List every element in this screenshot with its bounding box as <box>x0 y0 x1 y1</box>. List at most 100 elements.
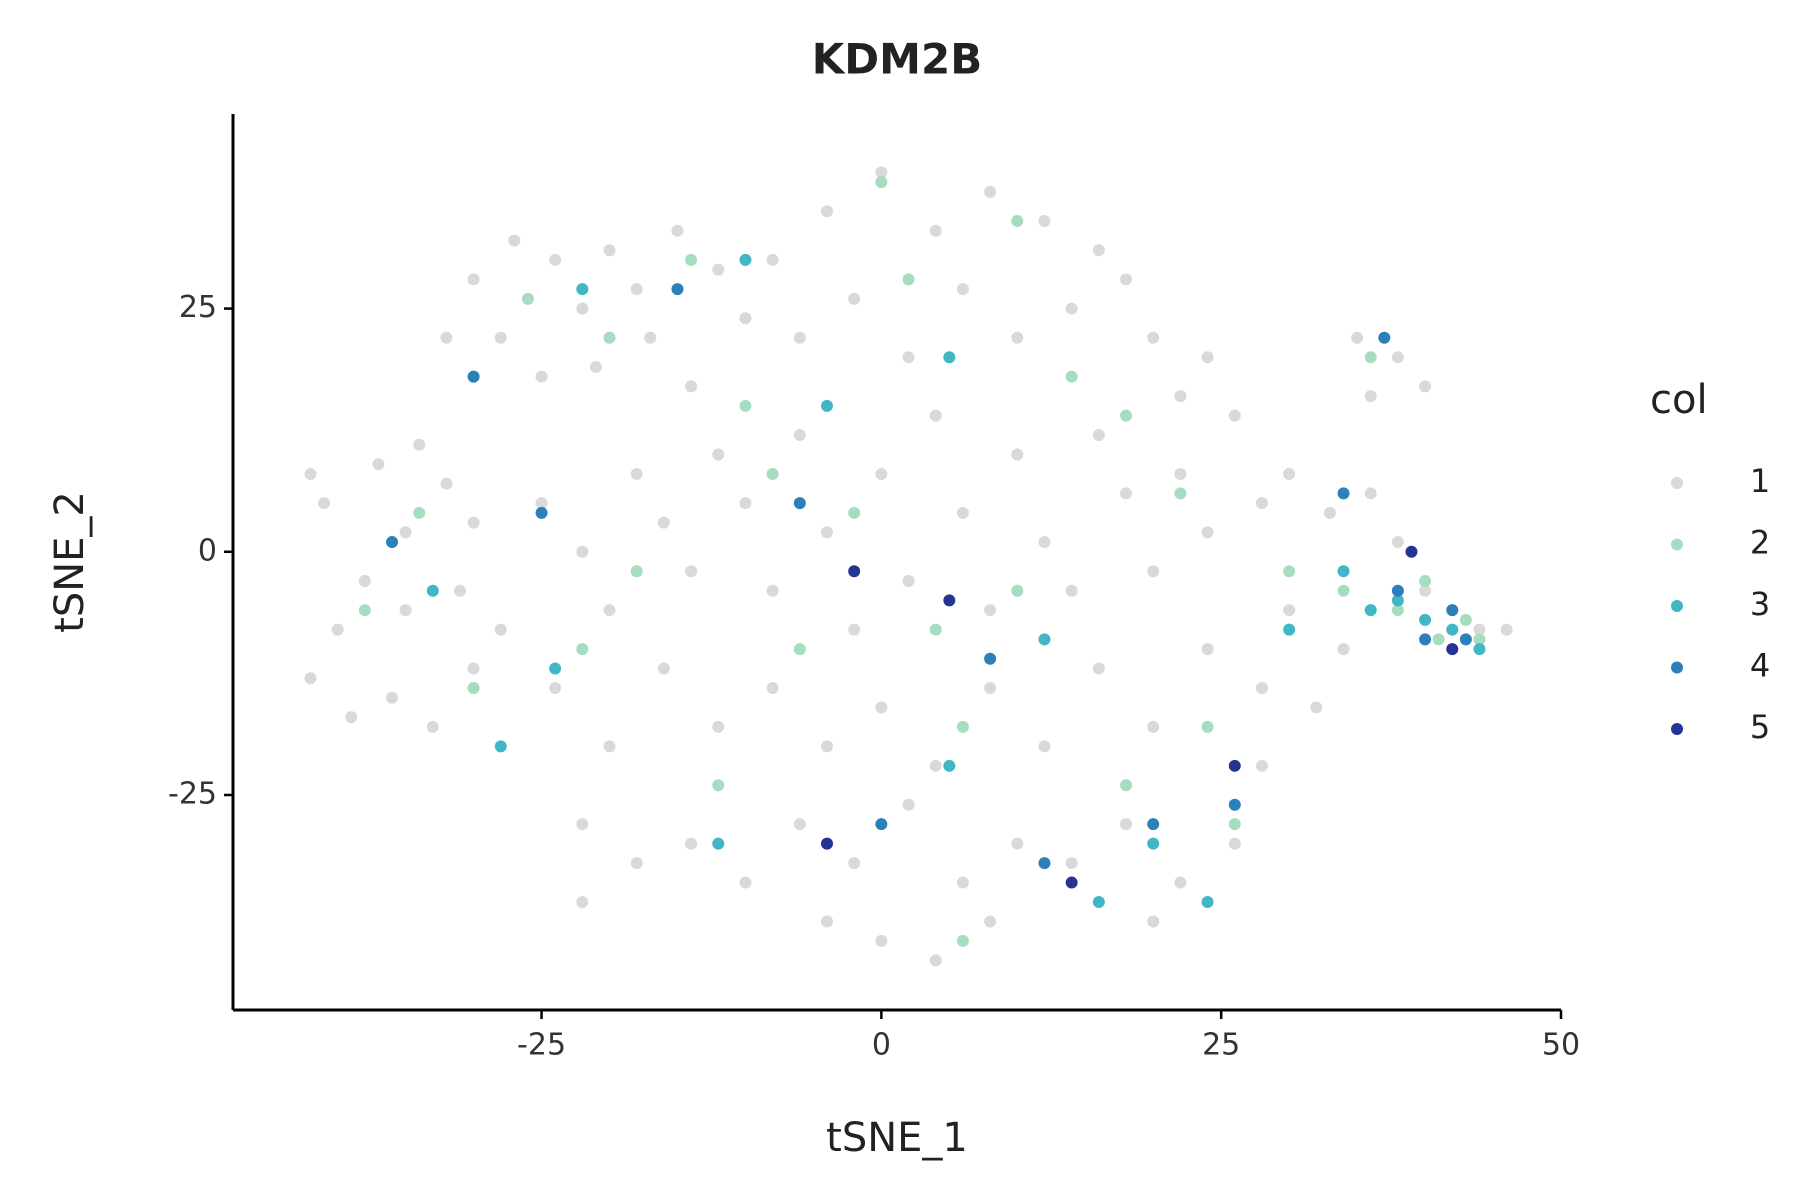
point <box>318 497 331 510</box>
point <box>440 331 453 344</box>
point <box>576 283 589 296</box>
point <box>549 681 562 694</box>
point <box>1459 633 1472 646</box>
point <box>820 399 833 412</box>
point <box>685 565 698 578</box>
point <box>630 283 643 296</box>
point <box>712 263 725 276</box>
point <box>739 253 752 266</box>
point <box>1364 604 1377 617</box>
point <box>793 429 806 442</box>
point <box>1432 633 1445 646</box>
point <box>1011 837 1024 850</box>
point <box>984 185 997 198</box>
point <box>413 438 426 451</box>
point <box>1364 487 1377 500</box>
point <box>875 467 888 480</box>
point <box>1201 720 1214 733</box>
point <box>1283 623 1296 636</box>
point <box>875 701 888 714</box>
point <box>494 331 507 344</box>
point <box>1092 429 1105 442</box>
point <box>603 244 616 257</box>
point <box>1351 331 1364 344</box>
point <box>1337 565 1350 578</box>
point <box>386 536 399 549</box>
point <box>793 331 806 344</box>
point <box>820 915 833 928</box>
legend-label: 2 <box>1750 524 1770 562</box>
point <box>576 896 589 909</box>
y-tick-label: 0 <box>198 533 217 568</box>
point <box>1011 584 1024 597</box>
x-tick-label: 50 <box>1542 1028 1580 1063</box>
point <box>956 720 969 733</box>
point <box>1174 876 1187 889</box>
point <box>685 253 698 266</box>
point <box>386 691 399 704</box>
point <box>576 643 589 656</box>
point <box>1038 215 1051 228</box>
point <box>766 253 779 266</box>
point <box>358 604 371 617</box>
point <box>494 740 507 753</box>
point <box>943 759 956 772</box>
point <box>1337 643 1350 656</box>
point <box>1255 497 1268 510</box>
point <box>984 915 997 928</box>
point <box>875 818 888 831</box>
point <box>1405 545 1418 558</box>
point <box>1323 506 1336 519</box>
point <box>440 477 453 490</box>
point <box>1419 584 1432 597</box>
point <box>712 779 725 792</box>
point <box>304 467 317 480</box>
point <box>535 370 548 383</box>
point <box>671 224 684 237</box>
point <box>875 166 888 179</box>
x-tick-label: 0 <box>872 1028 891 1063</box>
point <box>943 351 956 364</box>
point <box>902 351 915 364</box>
point <box>1092 244 1105 257</box>
y-axis-label: tSNE_2 <box>47 491 93 633</box>
point <box>1310 701 1323 714</box>
point <box>399 526 412 539</box>
point <box>1174 467 1187 480</box>
point <box>1391 351 1404 364</box>
point <box>1120 487 1133 500</box>
legend-marker <box>1671 723 1683 735</box>
point <box>1228 759 1241 772</box>
point <box>956 934 969 947</box>
point <box>1120 818 1133 831</box>
point <box>712 448 725 461</box>
legend-marker <box>1671 538 1683 551</box>
point <box>1337 487 1350 500</box>
point <box>372 458 385 471</box>
point <box>984 681 997 694</box>
point <box>820 526 833 539</box>
point <box>766 584 779 597</box>
point <box>1419 613 1432 626</box>
point <box>1473 643 1486 656</box>
point <box>848 565 861 578</box>
point <box>1065 370 1078 383</box>
point <box>535 506 548 519</box>
point <box>1419 633 1432 646</box>
point <box>1364 390 1377 403</box>
point <box>657 516 670 529</box>
legend-label: 1 <box>1750 462 1770 500</box>
point <box>766 681 779 694</box>
point <box>1120 273 1133 286</box>
point <box>1092 662 1105 675</box>
point <box>1419 380 1432 393</box>
point <box>1378 331 1391 344</box>
point <box>820 837 833 850</box>
point <box>929 409 942 422</box>
y-tick-label: -25 <box>168 776 217 811</box>
point <box>1065 302 1078 315</box>
point <box>739 399 752 412</box>
x-tick-label: 25 <box>1202 1028 1240 1063</box>
point <box>630 565 643 578</box>
point <box>1228 798 1241 811</box>
